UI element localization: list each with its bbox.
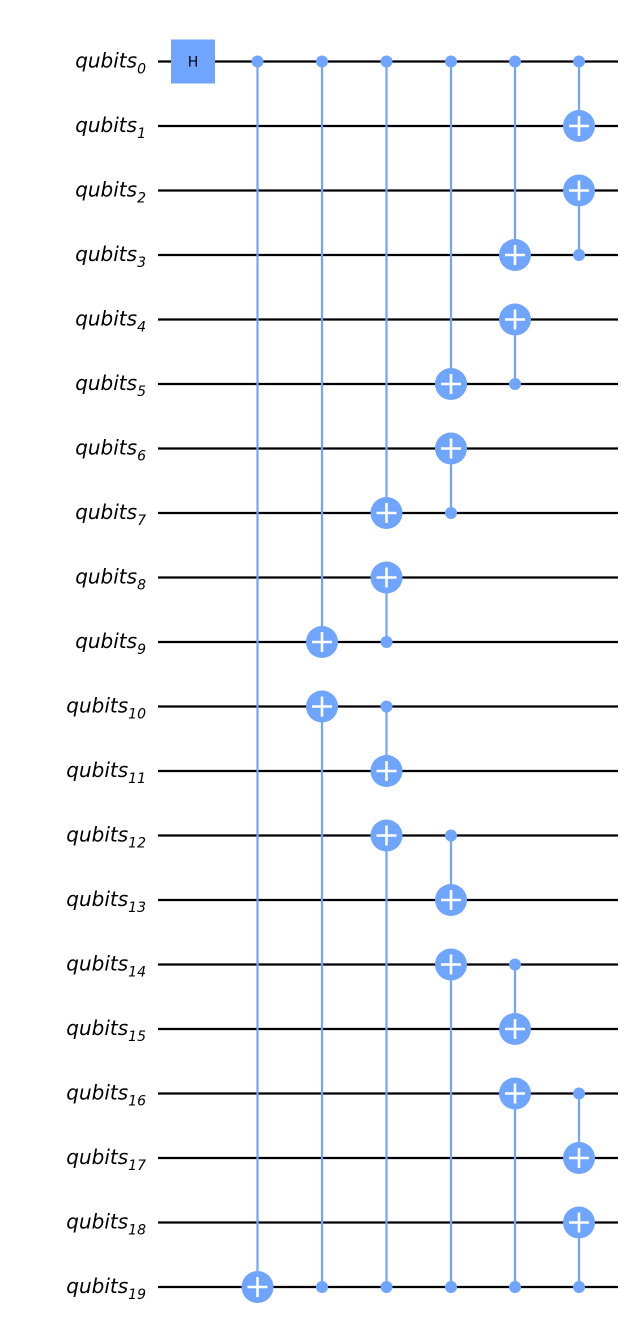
cnot-target-18	[563, 1206, 595, 1239]
cnot-control-dot-2	[316, 1281, 328, 1293]
cnot-control-dot-0	[251, 55, 264, 68]
qubit-label-0: qubits0	[75, 49, 146, 78]
qubit-label-11: qubits11	[66, 758, 146, 787]
cnot-target-3	[370, 497, 403, 529]
cnot-target-4	[370, 561, 403, 594]
qubit-label-15: qubits15	[66, 1016, 146, 1045]
cnot-control-dot-18	[573, 1281, 585, 1293]
cnot-control-dot-14	[509, 1281, 521, 1293]
hadamard-gate	[171, 39, 215, 84]
cnot-control-dot-11	[509, 55, 521, 68]
qubit-label-1: qubits1	[75, 113, 146, 142]
cnot-control-dot-13	[509, 958, 521, 971]
qubit-label-18: qubits18	[66, 1210, 146, 1239]
cnot-target-16	[563, 174, 595, 207]
cnot-target-9	[435, 884, 467, 916]
cnot-target-5	[370, 755, 403, 787]
cnot-target-13	[499, 1013, 531, 1045]
hadamard-gate-label: H	[188, 55, 199, 71]
qubit-label-2: qubits2	[75, 178, 146, 207]
cnot-control-dot-15	[573, 55, 585, 68]
qubit-label-8: qubits8	[75, 565, 146, 594]
cnot-connectors	[256, 61, 581, 1287]
cnot-control-dot-10	[445, 1281, 457, 1293]
cnot-control-dot-7	[445, 55, 457, 68]
cnot-target-11	[499, 239, 531, 271]
cnot-target-10	[435, 948, 467, 981]
cnot-target-15	[563, 110, 595, 142]
cnot-control-dot-12	[509, 378, 521, 390]
qubit-label-3: qubits3	[75, 242, 146, 271]
cnot-control-dot-1	[316, 55, 328, 68]
cnot-control-dot-17	[573, 1087, 585, 1100]
qubit-label-16: qubits16	[66, 1081, 146, 1110]
qubit-labels: qubits0 qubits1 qubits2 qubits3 qubits4 qubit…	[66, 49, 146, 1304]
qubit-label-6: qubits6	[75, 436, 146, 465]
cnot-control-dot-9	[445, 829, 457, 842]
cnot-control-dot-3	[380, 55, 393, 68]
gates: H	[171, 39, 595, 1303]
cnot-target-1	[306, 626, 338, 658]
cnot-control-dot-6	[380, 1281, 393, 1293]
cnot-target-6	[370, 819, 403, 852]
qubit-label-7: qubits7	[75, 500, 146, 529]
qubit-label-10: qubits10	[66, 694, 146, 723]
cnot-target-17	[563, 1142, 595, 1174]
cnot-target-7	[435, 368, 467, 400]
cnot-control-dot-5	[380, 700, 393, 713]
cnot-control-dot-4	[380, 636, 393, 648]
qubit-label-17: qubits17	[66, 1145, 146, 1174]
cnot-control-dot-16	[573, 249, 585, 261]
qubit-label-4: qubits4	[75, 307, 146, 336]
qubit-label-9: qubits9	[75, 629, 146, 658]
cnot-target-2	[306, 690, 338, 723]
cnot-target-14	[499, 1077, 531, 1110]
qubit-label-12: qubits12	[66, 823, 146, 852]
cnot-target-12	[499, 303, 531, 336]
qubit-label-5: qubits5	[75, 371, 146, 400]
cnot-target-8	[435, 432, 467, 465]
qubit-label-19: qubits19	[66, 1274, 146, 1303]
qubit-label-13: qubits13	[66, 887, 146, 916]
cnot-target-0	[241, 1271, 274, 1303]
qubit-label-14: qubits14	[66, 952, 146, 981]
qubit-wires	[158, 60, 618, 1289]
cnot-control-dot-8	[445, 507, 457, 519]
